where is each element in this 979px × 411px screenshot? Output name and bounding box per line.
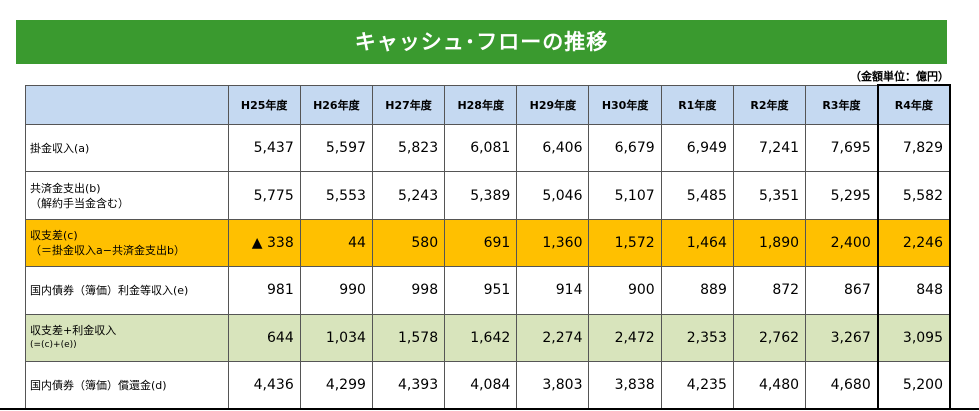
table-cell: 580 (371, 218, 446, 268)
column-header: H27年度 (371, 84, 446, 125)
table-cell: 1,642 (444, 313, 518, 363)
column-header: H26年度 (299, 84, 373, 125)
table-cell: 1,578 (371, 313, 446, 363)
table-cell: 4,299 (299, 361, 373, 410)
table-cell: 5,351 (732, 171, 807, 220)
table-cell: 4,436 (227, 361, 301, 410)
table-cell: 4,084 (444, 361, 518, 410)
row-label: 収支差(c) （＝掛金収入a−共済金支出b） (25, 218, 229, 268)
table-cell: 5,485 (660, 171, 734, 220)
column-header: R1年度 (660, 84, 734, 125)
row-label: 国内債券（簿価）利金等収入(e) (25, 266, 229, 315)
table-cell: 5,775 (227, 171, 301, 220)
row-label-line: 共済金支出(b) (30, 181, 101, 195)
table-cell: 2,472 (588, 313, 662, 363)
table-cell: 4,680 (805, 361, 879, 410)
row-label-subline: （解約手当金含む） (30, 196, 129, 210)
row-label-line: 国内債券（簿価）償還金(d) (30, 378, 167, 392)
table-cell: 5,582 (876, 171, 952, 220)
table-row-highlight: 収支差(c) （＝掛金収入a−共済金支出b） ▲ 338 44 580 691 1… (25, 218, 952, 268)
column-header: H25年度 (227, 84, 301, 125)
table-row: 掛金収入(a) 5,437 5,597 5,823 6,081 6,406 6,… (25, 123, 952, 173)
bottom-rule (0, 408, 979, 410)
table-cell: ▲ 338 (227, 218, 301, 268)
table-cell: 889 (660, 266, 734, 315)
table-cell: 1,034 (299, 313, 373, 363)
table-cell: 5,200 (876, 361, 952, 411)
row-label: 収支差+利金収入 (=(c)+(e)) (25, 313, 229, 363)
column-header: H29年度 (516, 84, 590, 125)
table-row: 共済金支出(b) （解約手当金含む） 5,775 5,553 5,243 5,38… (25, 171, 952, 220)
table-cell: 6,081 (444, 123, 518, 173)
column-header: R2年度 (732, 84, 807, 125)
table-cell: 914 (516, 266, 590, 315)
table-cell: 1,890 (732, 218, 807, 268)
table-cell: 6,679 (588, 123, 662, 173)
table-cell: 644 (227, 313, 301, 363)
row-label-line: 国内債券（簿価）利金等収入(e) (30, 283, 189, 297)
table-cell: 1,572 (588, 218, 662, 268)
table-cell: 5,046 (516, 171, 590, 220)
column-header: R3年度 (805, 84, 879, 125)
table-cell: 998 (371, 266, 446, 315)
table-cell: 1,360 (516, 218, 590, 268)
table-cell: 848 (876, 266, 952, 315)
table-cell: 5,243 (371, 171, 446, 220)
table-cell: 3,267 (805, 313, 879, 363)
table-cell: 2,400 (805, 218, 879, 268)
row-label-line: 収支差(c) (30, 229, 78, 243)
table-cell: 5,553 (299, 171, 373, 220)
table-cell: 2,246 (876, 218, 952, 268)
header-row: H25年度 H26年度 H27年度 H28年度 H29年度 H30年度 R1年度… (25, 84, 952, 125)
table-cell: 1,464 (660, 218, 734, 268)
table-cell: 4,480 (732, 361, 807, 410)
table-cell: 7,241 (732, 123, 807, 173)
row-label-line: 掛金収入(a) (30, 141, 90, 155)
column-header: H30年度 (588, 84, 662, 125)
column-header: H28年度 (444, 84, 518, 125)
table-cell: 2,353 (660, 313, 734, 363)
table-cell: 5,823 (371, 123, 446, 173)
column-header: R4年度 (876, 84, 952, 125)
table-cell: 44 (299, 218, 373, 268)
row-label: 掛金収入(a) (25, 123, 229, 173)
table-cell: 3,838 (588, 361, 662, 410)
table-cell: 6,949 (660, 123, 734, 173)
table-cell: 4,235 (660, 361, 734, 410)
table-cell: 3,803 (516, 361, 590, 410)
row-label: 国内債券（簿価）償還金(d) (25, 361, 229, 410)
table-cell: 2,762 (732, 313, 807, 363)
row-label-subline: (=(c)+(e)) (30, 339, 77, 350)
cash-flow-table: H25年度 H26年度 H27年度 H28年度 H29年度 H30年度 R1年度… (25, 84, 952, 411)
table-cell: 2,274 (516, 313, 590, 363)
table-cell: 872 (732, 266, 807, 315)
row-label-subline: （＝掛金収入a−共済金支出b） (30, 244, 185, 258)
table-cell: 6,406 (516, 123, 590, 173)
table-cell: 3,095 (876, 313, 952, 363)
table-cell: 990 (299, 266, 373, 315)
table-cell: 691 (444, 218, 518, 268)
table-cell: 5,437 (227, 123, 301, 173)
header-corner (25, 84, 229, 125)
table-cell: 867 (805, 266, 879, 315)
table-row: 国内債券（簿価）償還金(d) 4,436 4,299 4,393 4,084 3… (25, 361, 952, 411)
table-row-highlight: 収支差+利金収入 (=(c)+(e)) 644 1,034 1,578 1,642… (25, 313, 952, 363)
table-cell: 900 (588, 266, 662, 315)
table-cell: 981 (227, 266, 301, 315)
row-label: 共済金支出(b) （解約手当金含む） (25, 171, 229, 220)
table-cell: 951 (444, 266, 518, 315)
page-title: キャッシュ･フローの推移 (16, 20, 947, 64)
table-cell: 5,107 (588, 171, 662, 220)
table-cell: 4,393 (371, 361, 446, 410)
table-cell: 5,295 (805, 171, 879, 220)
table-cell: 5,389 (444, 171, 518, 220)
table-cell: 5,597 (299, 123, 373, 173)
row-label-line: 収支差+利金収入 (30, 323, 117, 337)
table-cell: 7,695 (805, 123, 879, 173)
table-cell: 7,829 (876, 123, 952, 173)
unit-note: （金額単位：億円） (850, 70, 949, 83)
table-row: 国内債券（簿価）利金等収入(e) 981 990 998 951 914 900… (25, 266, 952, 315)
